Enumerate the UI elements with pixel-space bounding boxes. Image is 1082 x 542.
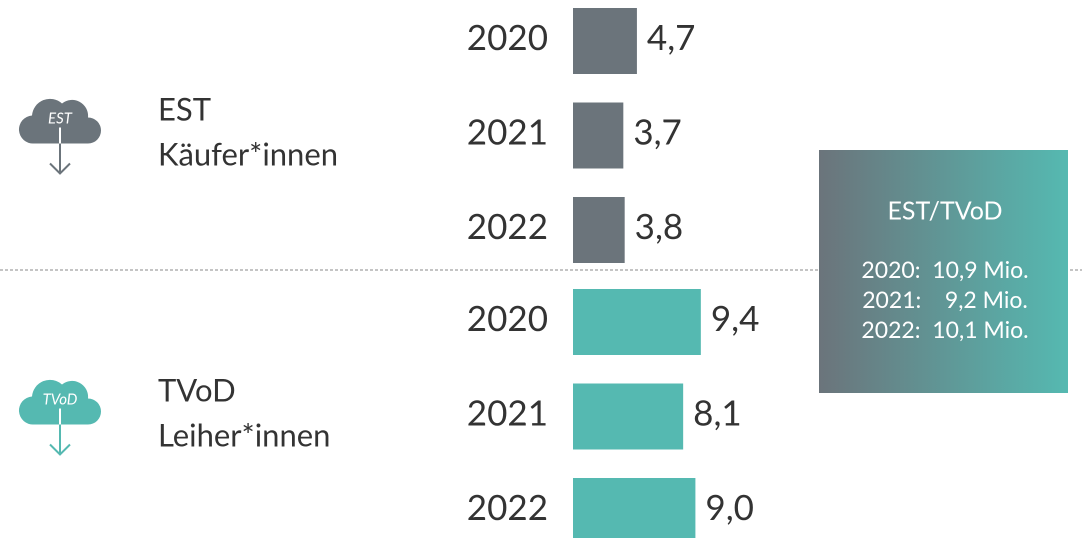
- group-label: EST: [158, 89, 211, 127]
- icon-label: TVoD: [43, 390, 78, 408]
- group-label: TVoD: [158, 370, 236, 408]
- year-label: 2021: [467, 391, 548, 433]
- value-label: 4,7: [647, 16, 696, 58]
- bar: [573, 289, 701, 355]
- value-label: 8,1: [693, 391, 742, 433]
- year-label: 2021: [467, 110, 548, 152]
- box-title: EST/TVoD: [887, 195, 1002, 225]
- summary-box: [819, 150, 1068, 393]
- bar: [573, 197, 625, 263]
- box-line: 2021: 9,2 Mio.: [862, 285, 1028, 313]
- value-label: 3,8: [635, 205, 684, 247]
- value-label: 9,4: [711, 297, 760, 339]
- group-label: Käufer*innen: [158, 134, 338, 172]
- year-label: 2020: [467, 297, 548, 339]
- arrow: [49, 143, 71, 175]
- year-label: 2022: [467, 205, 548, 247]
- cloud-icon: [18, 98, 101, 144]
- bar: [573, 102, 624, 169]
- box-line: 2020: 10,9 Mio.: [861, 255, 1028, 283]
- year-label: 2022: [467, 486, 548, 528]
- bar: [573, 8, 637, 74]
- cloud-icon: [18, 379, 101, 425]
- bar: [573, 478, 696, 542]
- icon-label: EST: [48, 109, 73, 127]
- bar: [573, 383, 684, 450]
- arrow: [49, 424, 71, 456]
- group-label: Leiher*innen: [158, 415, 330, 453]
- box-line: 2022: 10,1 Mio.: [861, 315, 1028, 343]
- year-label: 2020: [467, 16, 548, 58]
- value-label: 9,0: [705, 486, 754, 528]
- value-label: 3,7: [633, 110, 682, 152]
